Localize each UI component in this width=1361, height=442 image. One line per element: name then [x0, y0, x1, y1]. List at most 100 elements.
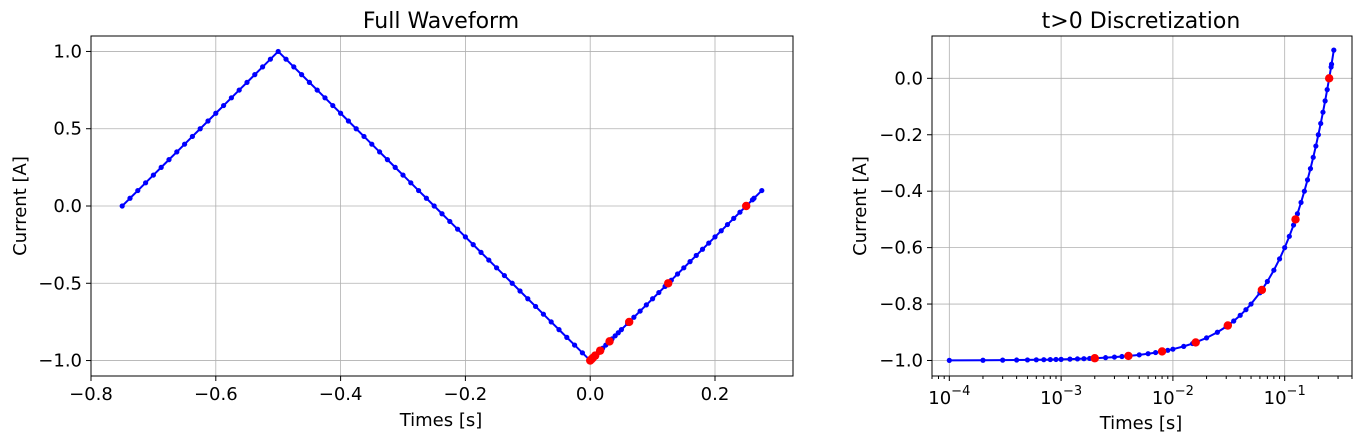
y-tick-label: −0.5 — [38, 273, 82, 294]
y-axis-label: Current [A] — [10, 156, 31, 256]
data-point — [687, 259, 693, 265]
data-point — [1090, 354, 1099, 363]
data-point — [579, 350, 586, 356]
data-point — [1145, 351, 1151, 357]
data-point — [706, 240, 712, 246]
data-point — [1191, 338, 1200, 347]
data-point — [1315, 132, 1321, 138]
data-point — [759, 187, 765, 194]
data-point — [236, 87, 242, 93]
y-tick-label: −0.6 — [879, 238, 923, 259]
data-point — [213, 110, 219, 116]
data-point — [1124, 351, 1133, 361]
series-line — [121, 50, 763, 362]
data-point — [1291, 215, 1300, 224]
data-point — [306, 79, 312, 85]
data-point — [228, 95, 234, 101]
data-point — [1243, 307, 1249, 313]
data-point — [595, 346, 605, 355]
y-tick-label: −0.2 — [879, 125, 923, 146]
data-point — [392, 164, 398, 170]
data-point — [1053, 356, 1059, 363]
data-point — [291, 64, 297, 70]
plot-frame — [90, 35, 794, 377]
data-point — [314, 87, 320, 93]
data-point — [135, 187, 141, 194]
data-point — [1304, 177, 1311, 183]
y-axis-label: Current [A] — [850, 156, 871, 256]
data-point — [408, 180, 414, 186]
data-point — [1328, 61, 1335, 67]
data-point — [637, 308, 643, 314]
data-point — [1324, 74, 1334, 83]
data-point — [674, 271, 681, 277]
data-point — [267, 56, 273, 62]
data-point — [618, 327, 625, 333]
data-point — [1282, 245, 1288, 251]
data-point — [751, 195, 757, 201]
x-tick-label: 10−1 — [1264, 384, 1306, 409]
chart-title: Full Waveform — [363, 9, 519, 34]
data-point — [119, 203, 125, 209]
y-tick-label: −1.0 — [879, 350, 923, 371]
data-point — [189, 133, 195, 140]
data-point — [260, 64, 266, 70]
y-tick-label: −0.4 — [879, 181, 923, 202]
data-point — [244, 79, 250, 85]
x-axis-label: Times [s] — [1099, 413, 1183, 434]
data-point — [1136, 352, 1142, 358]
data-point — [1014, 357, 1020, 363]
data-point — [361, 133, 367, 140]
data-point — [1102, 355, 1109, 361]
data-point — [400, 172, 406, 178]
data-point — [1248, 301, 1254, 307]
data-point — [1181, 343, 1187, 349]
data-point — [1318, 120, 1324, 127]
data-point — [345, 118, 351, 124]
data-point — [1257, 285, 1267, 295]
data-point — [517, 288, 523, 294]
data-point — [377, 149, 383, 155]
data-point — [1047, 356, 1053, 363]
data-point — [1331, 47, 1337, 53]
data-point — [742, 201, 751, 211]
data-point — [509, 280, 515, 286]
data-point — [182, 141, 188, 147]
data-point — [1264, 278, 1270, 285]
data-point — [330, 102, 336, 109]
data-point — [656, 289, 662, 296]
data-point — [221, 102, 227, 109]
data-point — [664, 279, 673, 288]
data-point — [650, 296, 656, 302]
data-point — [1067, 356, 1073, 362]
data-point — [1223, 321, 1233, 330]
data-point — [1024, 357, 1031, 363]
data-point — [150, 172, 156, 178]
data-point — [174, 149, 180, 155]
data-point — [439, 211, 445, 217]
x-tick-label: 0.0 — [576, 384, 605, 405]
data-point — [158, 164, 164, 170]
x-axis-label: Times [s] — [399, 410, 483, 431]
data-point — [699, 246, 706, 252]
data-point — [1313, 143, 1319, 149]
data-point — [1231, 318, 1237, 324]
data-point — [1033, 357, 1039, 363]
y-tick-label: −0.8 — [879, 294, 923, 315]
data-point — [1119, 353, 1125, 360]
data-point — [1290, 222, 1297, 228]
data-point — [338, 110, 344, 116]
data-point — [353, 126, 359, 132]
data-point — [1310, 154, 1316, 160]
data-point — [556, 327, 562, 333]
chart-t-gt-0-discretization: t>0 Discretization Times [s] Current [A]… — [850, 9, 1353, 434]
data-point — [1237, 312, 1243, 318]
data-point — [384, 157, 390, 163]
data-point — [1271, 267, 1277, 273]
y-tick-label: 0.5 — [53, 119, 82, 140]
data-point — [455, 226, 461, 232]
data-point — [416, 187, 422, 194]
data-point — [275, 48, 281, 55]
